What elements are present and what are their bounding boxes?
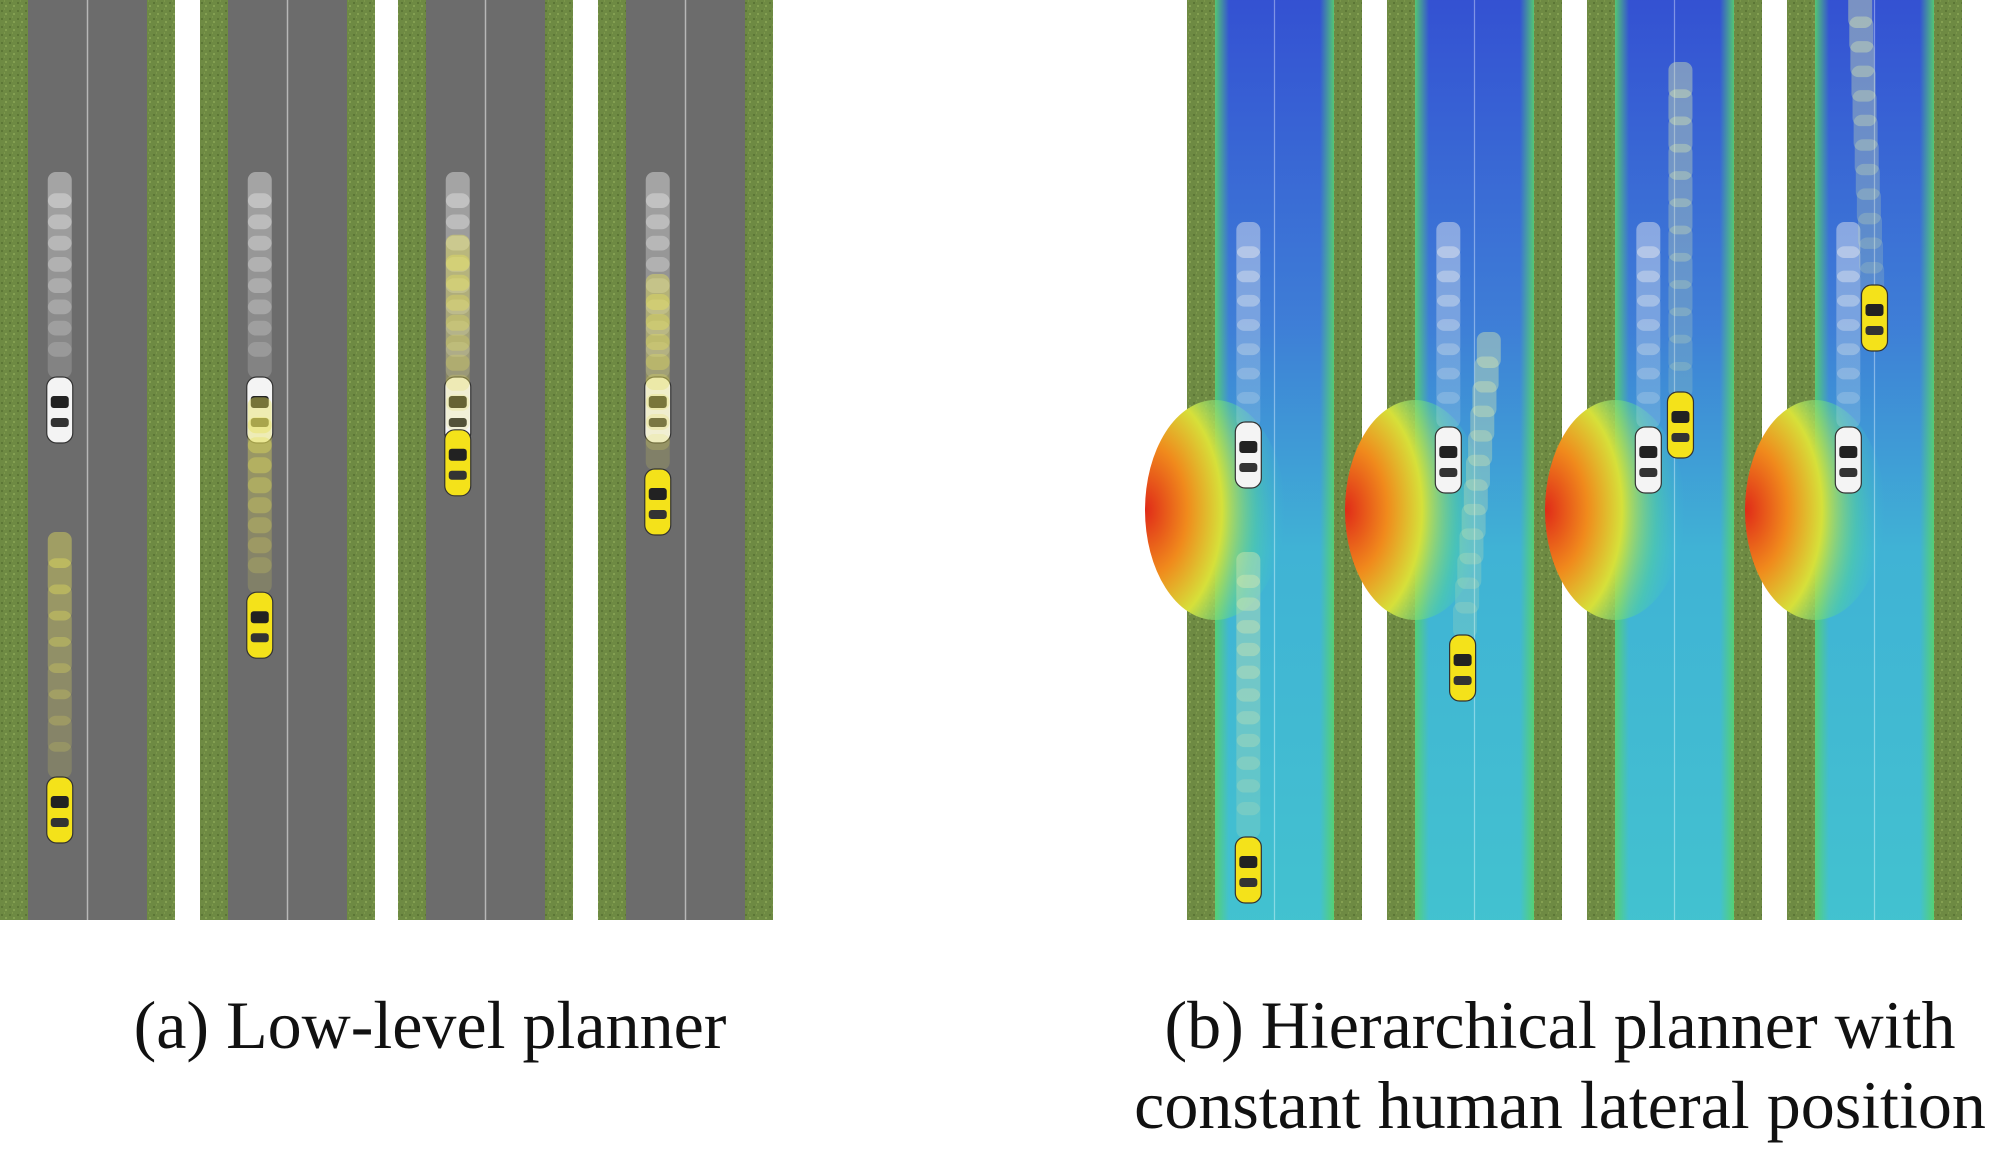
grass-left [598, 0, 626, 920]
low-level-panel-1 [0, 0, 175, 920]
grass-left [0, 0, 28, 920]
hierarchical-panel-1 [1145, 0, 1362, 920]
grass-right [1934, 0, 1962, 920]
caption-hierarchical-planner: (b) Hierarchical planner with constant h… [1110, 985, 2010, 1145]
human-car [1234, 421, 1262, 489]
robot-car [1860, 284, 1889, 352]
human-trail [47, 172, 72, 378]
robot-trail [1848, 0, 1885, 298]
hierarchical-panel-2 [1345, 0, 1562, 920]
human-car [1634, 426, 1662, 494]
human-car [246, 376, 274, 444]
human-trail [645, 172, 670, 378]
robot-car [1448, 634, 1477, 702]
robot-trail [1236, 552, 1261, 838]
human-car [1834, 426, 1862, 494]
heatmap-edge-right [1320, 0, 1334, 920]
heatmap-hotspot [1545, 400, 1685, 620]
heatmap-edge-right [1520, 0, 1534, 920]
grass-right [745, 0, 773, 920]
human-car [644, 376, 672, 444]
low-level-panel-2 [200, 0, 375, 920]
robot-trail [1668, 62, 1693, 398]
human-trail [445, 172, 470, 378]
human-car [46, 376, 74, 444]
robot-trail [247, 397, 272, 594]
caption-low-level-planner: (a) Low-level planner [133, 987, 727, 1063]
robot-trail [445, 234, 470, 431]
hierarchical-panel-4 [1745, 0, 1962, 920]
grass-left [398, 0, 426, 920]
low-level-panel-4 [598, 0, 773, 920]
robot-trail [47, 532, 72, 778]
caption-b-line-1: (b) Hierarchical planner with [1164, 987, 1956, 1063]
hierarchical-panel-3 [1545, 0, 1762, 920]
heatmap-edge-right [1920, 0, 1934, 920]
robot-car [644, 468, 672, 536]
robot-car [246, 591, 274, 659]
robot-trail [645, 274, 670, 470]
heatmap-hotspot [1745, 400, 1885, 620]
robot-car [1234, 836, 1262, 904]
grass-right [347, 0, 375, 920]
grass-right [147, 0, 175, 920]
robot-car [46, 776, 74, 844]
road-panels [0, 0, 1962, 920]
human-trail [247, 172, 272, 378]
caption-b-line-2: constant human lateral position [1134, 1067, 1986, 1143]
human-car [444, 376, 472, 444]
robot-trail [1452, 332, 1501, 638]
heatmap-edge-right [1720, 0, 1734, 920]
robot-car [444, 429, 472, 497]
human-trail [1636, 222, 1661, 428]
grass-right [545, 0, 573, 920]
human-car [1434, 426, 1462, 494]
human-trail [1236, 222, 1261, 428]
human-trail [1436, 222, 1461, 428]
human-trail [1836, 222, 1861, 428]
grass-left [200, 0, 228, 920]
low-level-panel-3 [398, 0, 573, 920]
heatmap-hotspot [1145, 400, 1285, 620]
robot-car [1666, 391, 1695, 459]
